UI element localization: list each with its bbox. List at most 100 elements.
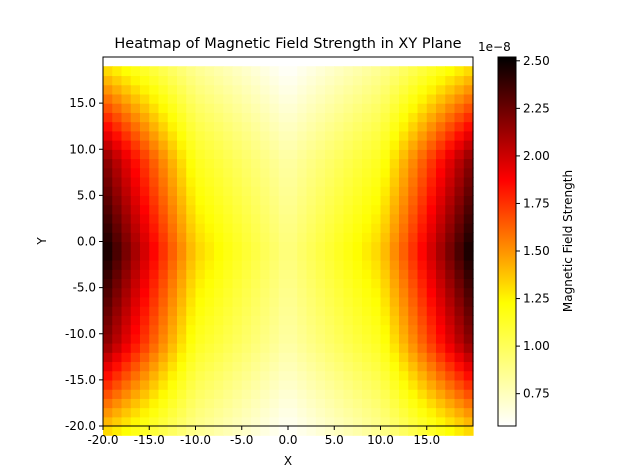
heatmap-cell	[278, 93, 289, 104]
heatmap-cell	[177, 195, 187, 206]
heatmap-cell	[223, 149, 234, 160]
heatmap-cell	[352, 232, 363, 243]
heatmap-cell	[436, 370, 446, 381]
heatmap-cell	[223, 213, 234, 224]
heatmap-cell	[186, 121, 197, 132]
heatmap-cell	[278, 186, 289, 196]
heatmap-cell	[408, 379, 419, 390]
heatmap-cell	[140, 389, 150, 399]
heatmap-cell	[325, 250, 335, 261]
heatmap-cell	[362, 306, 372, 316]
heatmap-cell	[269, 361, 280, 372]
heatmap-cell	[334, 379, 345, 390]
heatmap-cell	[241, 241, 252, 252]
heatmap-cell	[241, 296, 252, 307]
heatmap-cell	[158, 84, 169, 95]
heatmap-cell	[325, 389, 335, 399]
x-tick-label: 15.0	[413, 433, 440, 447]
heatmap-cell	[417, 324, 428, 335]
heatmap-cell	[103, 204, 113, 215]
heatmap-cell	[362, 84, 372, 95]
heatmap-cell	[260, 315, 271, 326]
heatmap-cell	[334, 158, 345, 169]
heatmap-cell	[232, 93, 243, 104]
heatmap-cell	[325, 121, 335, 132]
heatmap-cell	[352, 361, 363, 372]
colorbar-tick-label: 0.75	[523, 387, 550, 401]
heatmap-cell	[408, 176, 419, 187]
heatmap-cell	[177, 213, 187, 224]
heatmap-cell	[315, 158, 326, 169]
heatmap-cell	[278, 223, 289, 233]
heatmap-cell	[343, 112, 354, 123]
heatmap-cell	[204, 379, 215, 390]
heatmap-cell	[389, 121, 400, 132]
heatmap-cell	[380, 112, 391, 123]
heatmap-cell	[149, 370, 160, 381]
heatmap-cell	[389, 306, 400, 316]
heatmap-cell	[288, 140, 298, 150]
heatmap-cell	[149, 342, 160, 353]
heatmap-cell	[325, 315, 335, 326]
heatmap-cell	[343, 416, 354, 427]
heatmap-cell	[334, 306, 345, 316]
heatmap-cell	[445, 167, 456, 178]
heatmap-cell	[251, 223, 261, 233]
heatmap-cell	[103, 379, 113, 390]
heatmap-cell	[260, 167, 271, 178]
heatmap-cell	[325, 407, 335, 418]
heatmap-cell	[408, 112, 419, 123]
heatmap-cell	[130, 241, 141, 252]
heatmap-cell	[445, 370, 456, 381]
heatmap-cell	[297, 149, 308, 160]
heatmap-cell	[177, 306, 187, 316]
heatmap-cell	[186, 269, 197, 279]
heatmap-cell	[389, 259, 400, 270]
heatmap-cell	[158, 176, 169, 187]
heatmap-cell	[325, 93, 335, 104]
heatmap-cell	[214, 158, 224, 169]
heatmap-cell	[445, 352, 456, 363]
heatmap-cell	[278, 352, 289, 363]
heatmap-cell	[204, 186, 215, 196]
heatmap-cell	[454, 352, 465, 363]
heatmap-cell	[204, 426, 215, 436]
heatmap-cell	[436, 407, 446, 418]
heatmap-cell	[149, 103, 160, 113]
heatmap-cell	[158, 361, 169, 372]
heatmap-cell	[306, 250, 317, 261]
heatmap-cell	[371, 204, 382, 215]
heatmap-cell	[306, 269, 317, 279]
heatmap-cell	[260, 241, 271, 252]
heatmap-cell	[463, 352, 474, 363]
heatmap-cell	[463, 287, 474, 298]
heatmap-cell	[251, 195, 261, 206]
heatmap-cell	[251, 361, 261, 372]
heatmap-cell	[103, 75, 113, 86]
heatmap-cell	[186, 213, 197, 224]
heatmap-cell	[278, 149, 289, 160]
heatmap-cell	[315, 278, 326, 289]
heatmap-cell	[112, 352, 123, 363]
heatmap-cell	[241, 176, 252, 187]
heatmap-cell	[241, 66, 252, 77]
heatmap-cell	[223, 84, 234, 95]
heatmap-cell	[343, 204, 354, 215]
heatmap-cell	[278, 103, 289, 113]
heatmap-cell	[251, 93, 261, 104]
heatmap-cell	[214, 186, 224, 196]
heatmap-cell	[232, 324, 243, 335]
heatmap-cell	[232, 296, 243, 307]
heatmap-cell	[186, 241, 197, 252]
heatmap-cell	[445, 186, 456, 196]
heatmap-cell	[352, 66, 363, 77]
heatmap-cell	[177, 232, 187, 243]
heatmap-cell	[269, 213, 280, 224]
heatmap-cell	[315, 342, 326, 353]
heatmap-cell	[204, 176, 215, 187]
heatmap-cell	[167, 167, 178, 178]
heatmap-cell	[140, 158, 150, 169]
heatmap-cell	[297, 269, 308, 279]
x-tick-label: -5.0	[230, 433, 253, 447]
